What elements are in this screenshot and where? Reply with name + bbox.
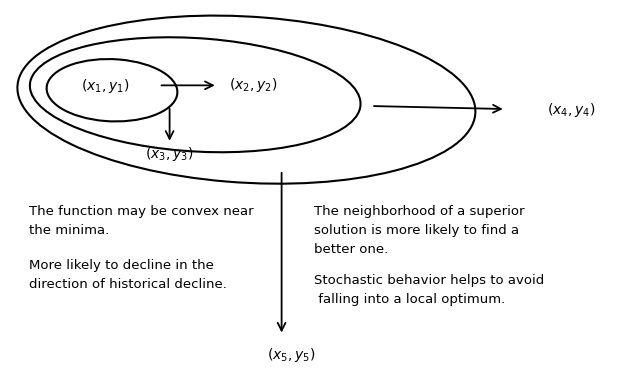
Text: The neighborhood of a superior
solution is more likely to find a
better one.: The neighborhood of a superior solution …: [314, 205, 524, 256]
Text: $(x_2, y_2)$: $(x_2, y_2)$: [228, 76, 277, 94]
Text: More likely to decline in the
direction of historical decline.: More likely to decline in the direction …: [29, 259, 227, 291]
Text: $(x_1, y_1)$: $(x_1, y_1)$: [81, 77, 130, 96]
Text: Stochastic behavior helps to avoid
 falling into a local optimum.: Stochastic behavior helps to avoid falli…: [314, 274, 544, 306]
Text: The function may be convex near
the minima.: The function may be convex near the mini…: [29, 205, 253, 237]
Text: $(x_3, y_3)$: $(x_3, y_3)$: [145, 145, 194, 163]
Text: $(x_4, y_4)$: $(x_4, y_4)$: [547, 101, 595, 119]
Text: $(x_5, y_5)$: $(x_5, y_5)$: [267, 346, 316, 364]
